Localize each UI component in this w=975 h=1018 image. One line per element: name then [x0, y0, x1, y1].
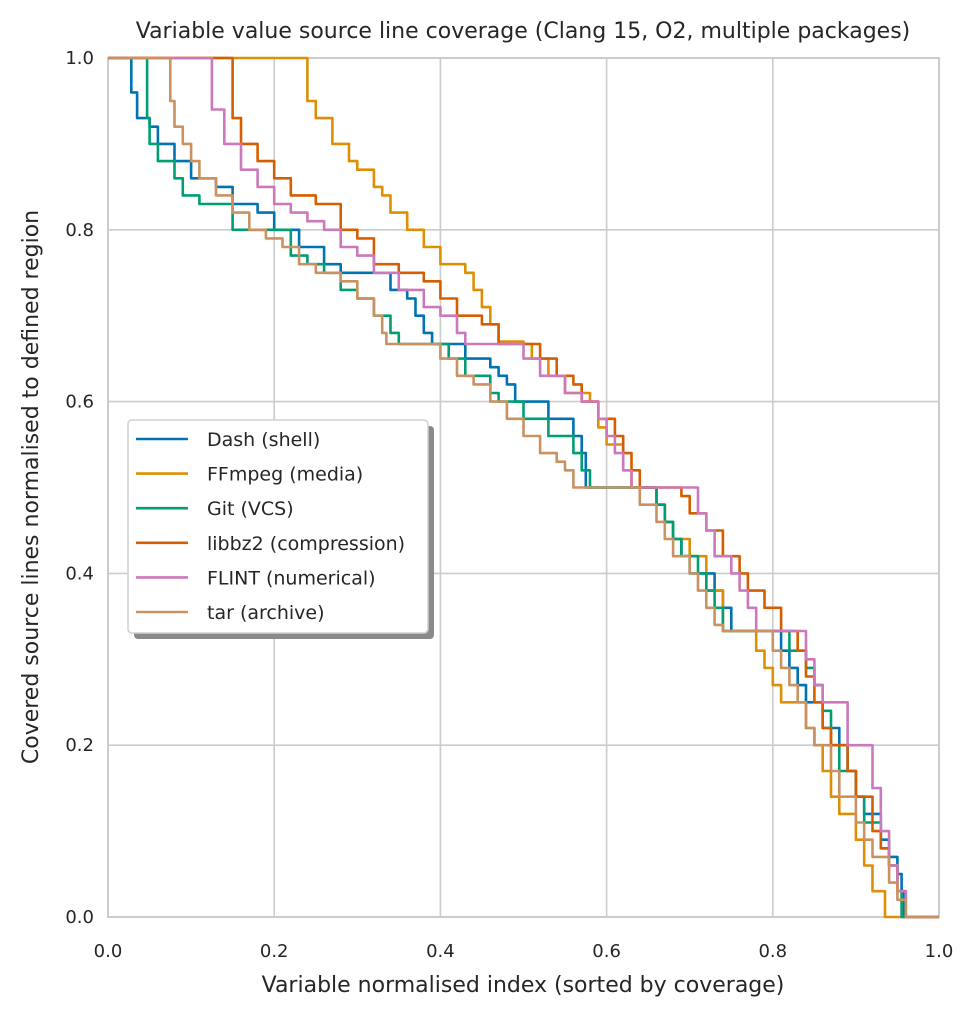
y-tick-label: 0.2: [65, 735, 94, 756]
y-tick-label: 0.8: [65, 220, 94, 241]
x-tick-label: 1.0: [925, 941, 954, 962]
y-tick-label: 0.6: [65, 392, 94, 413]
legend-label: tar (archive): [207, 602, 325, 624]
legend-label: FLINT (numerical): [207, 567, 376, 589]
legend-box: [127, 419, 429, 634]
series-group: [108, 56, 939, 919]
y-tick-label: 1.0: [65, 48, 94, 69]
chart-title: Variable value source line coverage (Cla…: [136, 19, 911, 44]
plot-area-border: [107, 57, 940, 918]
legend-label: FFmpeg (media): [207, 464, 363, 486]
x-tick-label: 0.6: [592, 941, 621, 962]
tick-labels: 0.0 0.2 0.4 0.6 0.8 1.0 0.0 0.2 0.4 0.6 0.8 1.0: [65, 48, 953, 962]
y-axis-label: Covered source lines normalised to defin…: [19, 210, 44, 764]
x-tick-label: 0.4: [426, 941, 455, 962]
x-axis-label: Variable normalised index (sorted by cov…: [262, 973, 785, 998]
legend-label: Git (VCS): [207, 498, 294, 520]
legend-label: Dash (shell): [207, 429, 320, 451]
series-line: [108, 56, 939, 919]
series-line: [108, 56, 939, 919]
y-tick-label: 0.4: [65, 563, 94, 584]
legend-label: libbz2 (compression): [207, 533, 405, 555]
legend: Dash (shell) FFmpeg (media) Git (VCS) libbz…: [127, 419, 434, 639]
x-tick-label: 0.8: [758, 941, 787, 962]
y-tick-label: 0.0: [65, 907, 94, 928]
series-line: [108, 56, 939, 919]
x-tick-label: 0.0: [94, 941, 123, 962]
x-tick-label: 0.2: [260, 941, 289, 962]
